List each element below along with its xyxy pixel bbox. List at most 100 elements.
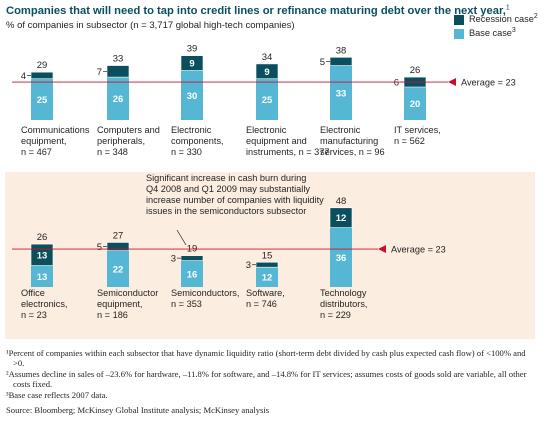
footnote-1: ¹Percent of companies within each subsec… — [6, 348, 526, 369]
value-label-base-0-4: 33 — [336, 88, 347, 99]
category-label-1-0-1: electronics, — [21, 299, 67, 309]
bar-recession-0-2 — [180, 55, 204, 71]
category-label-1-4-0: Technology — [320, 288, 367, 298]
value-label-base-1-3: 12 — [262, 273, 273, 284]
category-label-0-2-1: components, — [171, 136, 224, 146]
value-label-base-0-3: 25 — [262, 95, 273, 106]
value-label-base-1-1: 22 — [113, 264, 124, 275]
bar-base-0-5 — [404, 87, 426, 120]
bar-base-1-1 — [107, 250, 129, 287]
bar-recession-1-2 — [180, 255, 204, 261]
value-label-base-0-2: 30 — [187, 91, 198, 102]
average-marker-1 — [378, 245, 386, 254]
bar-base-1-0 — [31, 265, 53, 287]
value-label-base-1-2: 16 — [187, 269, 198, 280]
value-label-recession-0-5: 6 — [394, 78, 399, 89]
bar-base-0-0 — [31, 78, 53, 120]
bar-base-1-4 — [330, 227, 352, 287]
bar-recession-0-0 — [30, 71, 54, 80]
bar-recession-0-3 — [255, 63, 279, 80]
category-label-1-1-0: Semiconductor — [97, 288, 158, 298]
value-label-recession-0-1: 7 — [97, 67, 102, 78]
value-label-base-1-4: 36 — [336, 253, 347, 264]
chart-title: Companies that will need to tap into cre… — [6, 4, 510, 17]
category-label-1-1-1: equipment, — [97, 299, 142, 309]
category-label-1-2-0: Semiconductors, — [171, 288, 239, 298]
value-label-base-0-0: 25 — [37, 95, 48, 106]
category-label-1-3-0: Software, — [246, 288, 285, 298]
category-label-0-1-2: n = 348 — [97, 147, 128, 157]
total-label-0-1: 33 — [113, 54, 124, 65]
value-label-recession-1-2: 3 — [171, 254, 176, 265]
total-label-0-5: 26 — [410, 65, 421, 76]
value-label-recession-1-0: 13 — [37, 250, 48, 261]
category-label-1-2-1: n = 353 — [171, 299, 202, 309]
category-label-0-0-2: n = 467 — [21, 147, 52, 157]
category-label-0-1-1: peripherals, — [97, 136, 145, 146]
category-label-0-1-0: Computers and — [97, 125, 160, 135]
category-label-1-3-1: n = 746 — [246, 299, 277, 309]
total-label-1-0: 26 — [37, 232, 48, 243]
bar-recession-1-3 — [255, 261, 279, 268]
value-label-recession-1-3: 3 — [246, 260, 251, 271]
total-label-0-2: 39 — [187, 44, 198, 55]
source-note: Source: Bloomberg; McKinsey Global Insti… — [6, 405, 270, 416]
footnotes: ¹Percent of companies within each subsec… — [6, 348, 536, 415]
value-label-recession-0-2: 9 — [189, 59, 194, 70]
annotation-line-3: issues in the semiconductors subsector — [146, 206, 306, 216]
value-label-base-0-1: 26 — [113, 94, 124, 105]
bar-base-1-2 — [181, 260, 203, 287]
bar-base-0-1 — [107, 77, 129, 120]
category-label-0-4-2: services, n = 96 — [320, 147, 385, 157]
value-label-recession-1-1: 5 — [97, 242, 102, 253]
bar-base-0-3 — [256, 78, 278, 120]
bar-base-1-3 — [256, 267, 278, 287]
average-label-1: Average = 23 — [391, 245, 446, 255]
footnote-3: ³Base case reflects 2007 data. — [6, 389, 108, 400]
annotation-line-1: Q4 2008 and Q1 2009 may substantially — [146, 184, 310, 194]
average-marker-0 — [448, 78, 456, 87]
category-label-0-3-2: instruments, n = 377 — [246, 147, 330, 157]
second-panel-background — [5, 172, 535, 339]
category-label-0-3-1: equipment and — [246, 136, 307, 146]
category-label-0-4-1: manufacturing — [320, 136, 378, 146]
annotation-line-0: Significant increase in cash burn during — [146, 173, 306, 183]
value-label-base-0-5: 20 — [410, 99, 421, 110]
total-label-1-3: 15 — [262, 250, 273, 261]
category-label-0-5-0: IT services, — [394, 125, 441, 135]
annotation-line-2: increase number of companies with liquid… — [146, 195, 324, 205]
category-label-0-5-1: n = 562 — [394, 136, 425, 146]
bar-base-0-4 — [330, 65, 352, 120]
category-label-1-4-2: n = 229 — [320, 310, 351, 320]
bar-recession-1-4 — [329, 207, 353, 228]
category-label-0-0-1: equipment, — [21, 136, 66, 146]
value-label-recession-0-0: 4 — [21, 71, 26, 82]
annotation-pointer — [176, 229, 187, 246]
value-label-recession-1-4: 12 — [336, 213, 347, 224]
bar-base-0-2 — [181, 70, 203, 120]
category-label-0-0-0: Communications — [21, 125, 90, 135]
bar-recession-0-4 — [329, 56, 353, 66]
total-label-1-4: 48 — [336, 196, 347, 207]
total-label-0-4: 38 — [336, 45, 347, 56]
total-label-0-0: 29 — [37, 60, 48, 71]
category-label-0-3-0: Electronic — [246, 125, 287, 135]
total-label-1-1: 27 — [113, 230, 124, 241]
bar-recession-0-1 — [106, 65, 130, 78]
category-label-0-4-0: Electronic — [320, 125, 361, 135]
category-label-1-0-0: Office — [21, 288, 45, 298]
value-label-recession-0-3: 9 — [264, 67, 269, 78]
value-label-recession-0-4: 5 — [320, 57, 325, 68]
category-label-0-2-0: Electronic — [171, 125, 212, 135]
category-label-0-2-2: n = 330 — [171, 147, 202, 157]
value-label-base-1-0: 13 — [37, 272, 48, 283]
total-label-0-3: 34 — [262, 52, 273, 63]
footnote-2: ²Assumes decline in sales of –23.6% for … — [6, 368, 527, 390]
chart-subtitle: % of companies in subsector (n = 3,717 g… — [6, 20, 295, 31]
category-label-1-4-1: distributors, — [320, 299, 368, 309]
category-label-1-1-2: n = 186 — [97, 310, 128, 320]
legend-swatch-recession — [454, 15, 464, 25]
average-label-0: Average = 23 — [461, 78, 516, 88]
legend-swatch-base — [454, 29, 464, 39]
